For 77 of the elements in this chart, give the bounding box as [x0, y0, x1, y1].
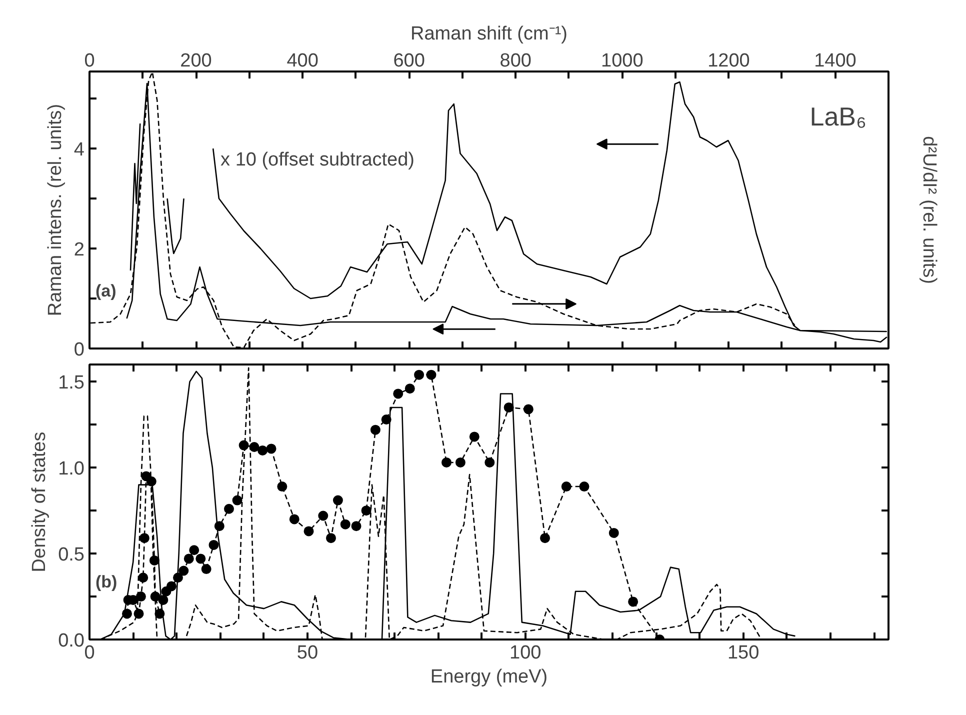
point	[579, 482, 590, 492]
point	[393, 388, 404, 399]
point	[540, 533, 550, 544]
point	[196, 554, 206, 564]
x-tick-label: 600	[393, 50, 425, 72]
point	[414, 370, 424, 380]
annotation: (b)	[96, 572, 118, 592]
point	[136, 592, 146, 602]
x-tick-label: 400	[286, 50, 318, 72]
point	[266, 444, 276, 454]
y-tick-label: 0	[74, 340, 85, 360]
point	[154, 608, 165, 619]
x-tick-label: 800	[500, 50, 532, 72]
x-tick-label: 150	[727, 642, 760, 664]
y-tick-label: 2	[74, 240, 85, 260]
x-tick-label: 1200	[708, 50, 750, 72]
point	[404, 384, 415, 394]
y-tick-label: 0.0	[58, 630, 85, 652]
point	[318, 510, 328, 521]
point	[608, 528, 619, 538]
point	[340, 519, 350, 530]
point	[208, 540, 219, 550]
point	[370, 424, 380, 435]
y2-axis-title: d²U/dI² (rel. units)	[918, 136, 940, 284]
point	[381, 414, 392, 424]
point	[178, 566, 189, 576]
point	[146, 476, 156, 486]
x-axis-title: Energy (meV)	[430, 666, 548, 688]
point	[134, 608, 144, 619]
point	[332, 495, 343, 506]
point	[326, 533, 336, 544]
point	[149, 555, 160, 566]
point	[361, 506, 372, 516]
text: LaB₆	[810, 102, 866, 132]
point	[277, 482, 288, 492]
y-tick-label: 1.5	[58, 372, 85, 394]
x-tick-label: 100	[510, 642, 542, 664]
point	[232, 495, 242, 506]
point	[166, 581, 176, 592]
point	[249, 442, 260, 452]
point	[214, 521, 224, 532]
point	[523, 404, 534, 414]
point	[351, 521, 362, 532]
annotation: x 10 (offset subtracted)	[220, 150, 415, 171]
y-tick-label: 1.0	[58, 458, 85, 480]
point	[150, 592, 160, 602]
x-tick-label: 1000	[601, 50, 644, 72]
point	[139, 533, 150, 544]
point	[304, 526, 314, 536]
point	[258, 445, 268, 456]
y-tick-label: 4	[74, 140, 85, 160]
point	[201, 564, 212, 574]
point	[426, 370, 436, 380]
point	[158, 594, 168, 605]
point	[189, 545, 200, 556]
point	[504, 402, 514, 412]
point	[172, 572, 183, 583]
point	[138, 572, 148, 583]
x-tick-label: 50	[296, 642, 318, 664]
y-axis-title: Density of states	[29, 432, 50, 572]
point	[484, 457, 495, 468]
x-axis-title: Raman shift (cm⁻¹)	[410, 24, 568, 44]
point	[289, 514, 300, 524]
point	[184, 554, 194, 564]
point	[442, 457, 452, 468]
point	[224, 504, 234, 514]
point	[455, 457, 466, 468]
x-tick-label: 1400	[814, 50, 856, 72]
point	[122, 608, 132, 619]
y-tick-label: 0.5	[58, 544, 85, 566]
point	[561, 482, 572, 492]
y-axis-title: Raman intens. (rel. units)	[44, 104, 66, 316]
x-tick-label: 200	[180, 50, 212, 72]
point	[238, 440, 249, 450]
point	[469, 432, 480, 442]
annotation: (a)	[96, 282, 116, 300]
point	[628, 596, 638, 607]
